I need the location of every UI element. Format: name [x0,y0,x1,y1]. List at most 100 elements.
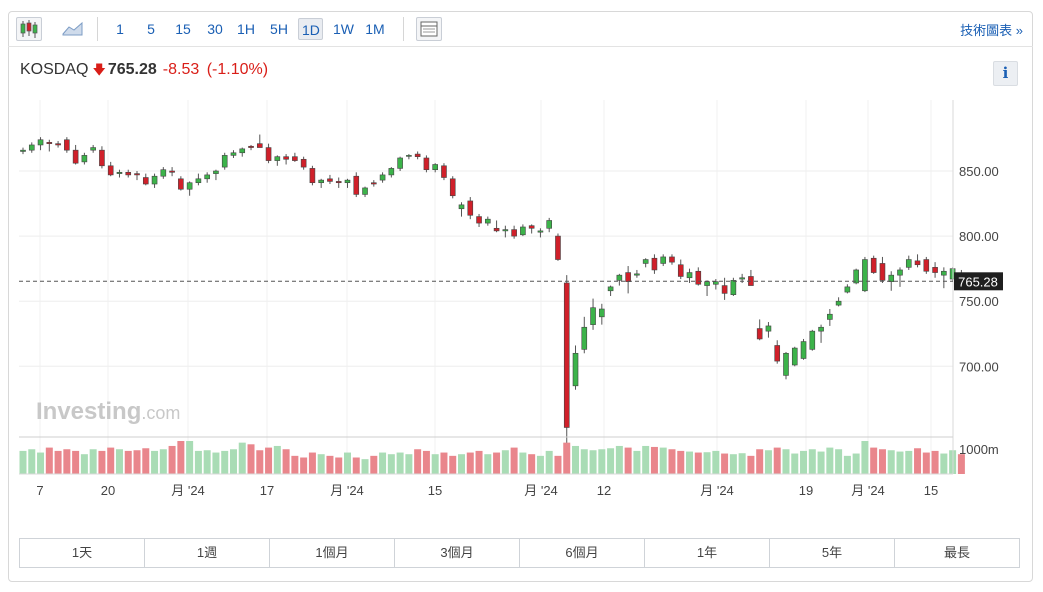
volume-bar [177,441,185,474]
candle [941,267,947,289]
candle-up [783,352,789,376]
watermark-brand: Investing [36,398,141,425]
candle-down [423,157,430,170]
candle [765,322,772,338]
candlestick-chart-type-icon[interactable] [16,17,42,41]
volume-series [19,441,965,474]
volume-bar [826,447,834,474]
candle-up [406,155,412,157]
last-price-label: 765.28 [958,274,998,289]
period-1-year[interactable]: 1年 [645,539,770,567]
candle-up [660,256,667,264]
candle-up [713,281,719,285]
candle-down [256,143,263,148]
candle [283,154,289,165]
timeframe-30[interactable]: 30 [207,21,223,37]
candle [932,262,938,278]
candle-up [160,169,167,177]
candle-up [634,273,640,276]
candle-down [651,257,658,271]
candle [344,178,351,188]
candle-up [599,308,605,318]
down-arrow-icon: 🡇 [92,62,106,77]
timeframe-5[interactable]: 5 [147,21,155,37]
volume-bar [642,445,650,474]
volume-bar [89,449,97,474]
volume-bar [791,453,799,474]
candle-up [572,352,579,387]
price-tick-label: 700.00 [959,359,999,374]
candle [99,146,105,169]
candle-up [590,307,596,325]
time-tick-label: 19 [799,483,813,498]
candle [905,255,912,270]
time-tick-label: 月 '24 [524,483,558,498]
area-chart-type-icon[interactable] [60,17,86,41]
period-3-months[interactable]: 3個月 [395,539,520,567]
candle-down [695,270,702,285]
volume-bar [229,449,237,474]
info-button[interactable]: i [993,61,1018,86]
candle [81,152,88,165]
timeframe-1w[interactable]: 1W [333,21,354,37]
toolbar-divider [97,17,98,41]
volume-bar [931,450,939,474]
period-1-day[interactable]: 1天 [20,539,145,567]
volume-bar [861,441,869,474]
technical-chart-link[interactable]: 技術圖表 » [960,23,1023,38]
volume-bar [449,455,457,474]
candle-up [37,139,44,146]
volume-bar [633,450,641,474]
candle [116,169,123,178]
candle [256,134,263,148]
candle [511,225,517,239]
candle [809,329,816,351]
period-6-months[interactable]: 6個月 [520,539,645,567]
time-tick-label: 月 '24 [851,483,885,498]
volume-bar [580,449,588,474]
volume-bar [370,455,378,474]
candle-down [142,177,149,185]
candle [107,161,114,177]
candle [791,346,798,367]
volume-bar [607,448,615,474]
volume-bar [414,449,422,474]
candle [616,273,623,286]
candle-down [914,260,921,266]
candle [432,163,438,173]
timeframe-1[interactable]: 1 [116,21,124,37]
candle [818,324,824,343]
volume-bar [764,450,772,474]
candle-up [116,172,123,174]
candlestick-series [20,134,965,454]
candle [160,167,167,179]
timeframe-1h[interactable]: 1H [237,21,255,37]
candle-up [213,170,219,174]
volume-bar [63,449,71,474]
period-5-years[interactable]: 5年 [770,539,895,567]
candle-up [318,179,324,184]
candle-down [467,200,474,216]
candle-down [335,181,342,184]
period-1-week[interactable]: 1週 [145,539,270,567]
timeframe-5h[interactable]: 5H [270,21,288,37]
candle [704,280,710,296]
period-1-month[interactable]: 1個月 [270,539,395,567]
timeframe-15[interactable]: 15 [175,21,191,37]
timeframe-1d[interactable]: 1D [298,18,323,40]
candle-down [327,178,333,182]
timeframe-1m[interactable]: 1M [365,21,385,37]
volume-bar [466,452,474,474]
volume-bar [493,452,501,474]
candle [213,169,219,181]
period-max[interactable]: 最長 [943,545,970,560]
candle-up [239,148,246,154]
volume-bar [817,451,825,474]
candle [888,271,895,291]
data-table-icon[interactable] [416,17,442,41]
candle [20,147,26,155]
chart-widget-frame [8,11,1033,582]
candle [800,338,807,360]
volume-bar [878,449,886,474]
